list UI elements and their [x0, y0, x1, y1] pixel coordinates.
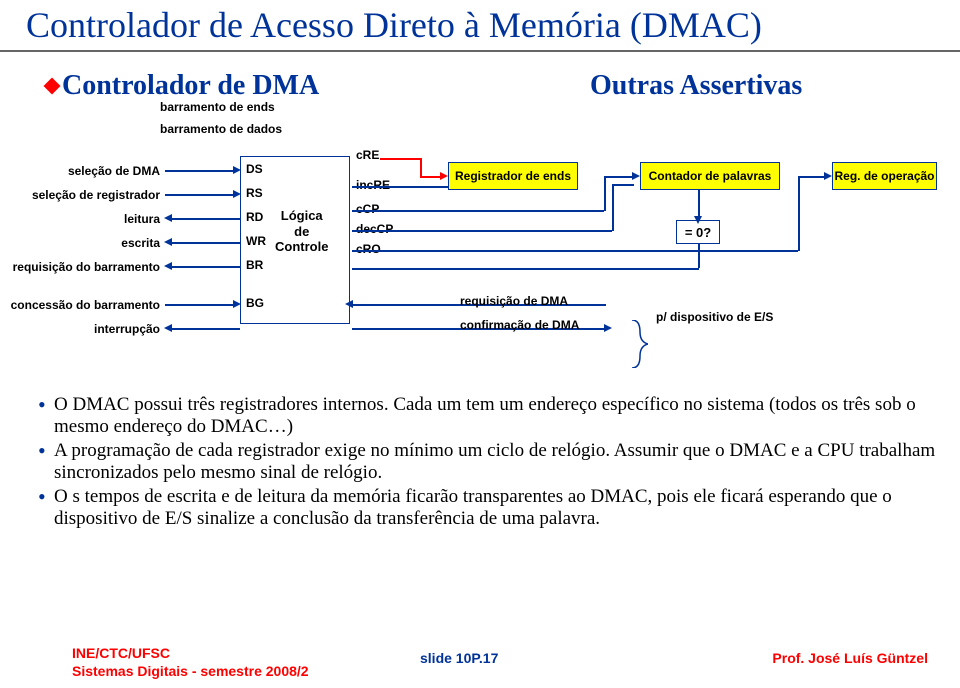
- subtitle-left: Controlador de DMA: [62, 70, 319, 102]
- arrow-icon: [824, 172, 832, 180]
- sig-deccp: decCP: [356, 222, 393, 236]
- logic-block-label: Lógica de Controle: [275, 208, 328, 255]
- arrow-icon: [164, 238, 172, 246]
- footer-mid: slide 10P.17: [420, 650, 498, 666]
- label-sel-dma: seleção de DMA: [30, 164, 160, 178]
- pin-wr: WR: [246, 234, 266, 248]
- wire: [165, 194, 235, 196]
- wire: [698, 244, 700, 268]
- arrow-icon: [345, 300, 353, 308]
- wire-red: [380, 158, 420, 160]
- pin-bg: BG: [246, 296, 264, 310]
- wire: [352, 210, 604, 212]
- pin-ds: DS: [246, 162, 263, 176]
- footer-left: INE/CTC/UFSC Sistemas Digitais - semestr…: [72, 645, 309, 680]
- wire: [165, 170, 235, 172]
- wire: [352, 230, 612, 232]
- wire: [352, 250, 798, 252]
- wire: [165, 304, 235, 306]
- arrow-icon: [164, 262, 172, 270]
- arrow-red-icon: [440, 172, 448, 180]
- wire: [612, 184, 634, 186]
- label-sel-reg: seleção de registrador: [30, 188, 160, 202]
- label-escrita: escrita: [30, 236, 160, 250]
- wire: [798, 176, 826, 178]
- arrow-icon: [233, 300, 241, 308]
- wire: [172, 218, 240, 220]
- block-diagram: barramento de ends barramento de dados s…: [20, 100, 940, 380]
- subtitle-right: Outras Assertivas: [590, 70, 802, 102]
- arrow-icon: [233, 166, 241, 174]
- label-bus-data: barramento de dados: [160, 122, 282, 136]
- pin-br: BR: [246, 258, 263, 272]
- reg-op-box: Reg. de operação: [832, 162, 937, 190]
- sig-cro: cRO: [356, 242, 381, 256]
- wire: [352, 186, 448, 188]
- arrow-icon: [164, 214, 172, 222]
- footer-right: Prof. José Luís Güntzel: [772, 650, 928, 666]
- bullet-item: O DMAC possui três registradores interno…: [54, 394, 936, 438]
- brace-icon: [630, 320, 648, 368]
- bullet-list: O DMAC possui três registradores interno…: [36, 394, 936, 532]
- reg-cnt-box: Contador de palavras: [640, 162, 780, 190]
- footer-left-line1: INE/CTC/UFSC: [72, 645, 309, 663]
- title-underline: [0, 50, 960, 52]
- sig-cre: cRE: [356, 148, 379, 162]
- label-grant-bus: concessão do barramento: [10, 298, 160, 312]
- pin-rs: RS: [246, 186, 263, 200]
- sig-ccp: cCP: [356, 202, 379, 216]
- wire-red: [420, 176, 442, 178]
- arrow-icon: [604, 324, 612, 332]
- wire: [172, 266, 240, 268]
- wire: [798, 176, 800, 251]
- label-req-dma: requisição de DMA: [460, 294, 568, 308]
- label-leitura: leitura: [30, 212, 160, 226]
- wire: [172, 242, 240, 244]
- label-req-bus: requisição do barramento: [10, 260, 160, 274]
- reg-ends-box: Registrador de ends: [448, 162, 578, 190]
- pin-rd: RD: [246, 210, 263, 224]
- wire: [612, 184, 614, 231]
- arrow-icon: [164, 324, 172, 332]
- arrow-icon: [694, 216, 702, 224]
- arrow-icon: [233, 190, 241, 198]
- footer-left-line2: Sistemas Digitais - semestre 2008/2: [72, 663, 309, 681]
- page-title: Controlador de Acesso Direto à Memória (…: [26, 4, 762, 46]
- label-interrupt: interrupção: [30, 322, 160, 336]
- arrow-icon: [632, 172, 640, 180]
- wire: [604, 176, 606, 211]
- label-conf-dma: confirmação de DMA: [460, 318, 579, 332]
- bullet-marker: [44, 78, 61, 95]
- label-bus-ends: barramento de ends: [160, 100, 275, 114]
- sig-incre: incRE: [356, 178, 390, 192]
- wire: [604, 176, 634, 178]
- wire-red: [420, 158, 422, 176]
- label-device: p/ dispositivo de E/S: [656, 310, 773, 324]
- wire: [172, 328, 240, 330]
- wire: [352, 268, 699, 270]
- bullet-item: O s tempos de escrita e de leitura da me…: [54, 486, 936, 530]
- bullet-item: A programação de cada registrador exige …: [54, 440, 936, 484]
